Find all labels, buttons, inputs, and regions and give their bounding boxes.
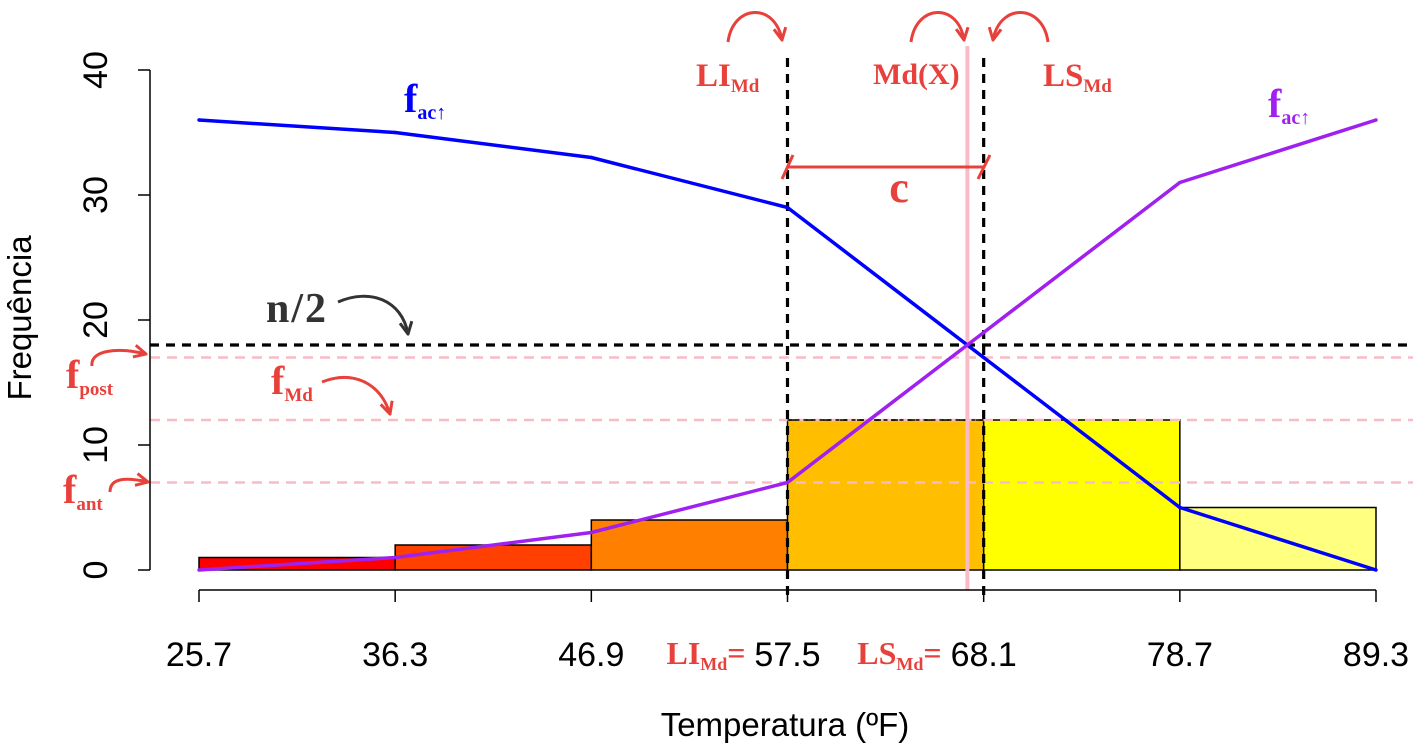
f-ant-label-sub: ant bbox=[76, 494, 103, 515]
x-tick-prefix-equals: = bbox=[923, 635, 941, 671]
ogive-point bbox=[785, 480, 790, 485]
ogive-point bbox=[785, 205, 790, 210]
ogive-point bbox=[197, 568, 201, 572]
decreasing-ogive-label-main: f bbox=[404, 76, 418, 121]
increasing-ogive-label-sub: ac↑ bbox=[1281, 107, 1310, 129]
f-ant-arrow bbox=[108, 479, 148, 493]
annotations: LIMd Md(X) LSMd fac↑ fac↑ c n/2 fpost fM… bbox=[63, 11, 1310, 515]
x-tick-prefix-main: LS bbox=[857, 635, 896, 671]
x-tick-label: 89.3 bbox=[1343, 636, 1409, 674]
histogram-bar-4 bbox=[786, 419, 985, 571]
ogive-point bbox=[981, 330, 986, 335]
li-md-arrow bbox=[726, 11, 782, 42]
ogive-point bbox=[981, 355, 986, 360]
ogive-point bbox=[1374, 118, 1378, 122]
median-label: Md(X) bbox=[873, 58, 960, 91]
f-md-label: fMd bbox=[271, 358, 313, 406]
x-axis-title: Temperatura (ºF) bbox=[661, 706, 910, 743]
y-tick-label: 10 bbox=[77, 426, 115, 464]
ls-md-label-sub: Md bbox=[1083, 76, 1112, 97]
ogive-point bbox=[393, 555, 397, 560]
ogive-point bbox=[1374, 568, 1378, 572]
x-tick-label: 46.9 bbox=[558, 636, 624, 674]
y-tick-label: 0 bbox=[77, 561, 115, 580]
x-tick-label: 68.1 bbox=[951, 636, 1017, 674]
y-tick-label: 40 bbox=[77, 51, 115, 89]
x-tick-label: 25.7 bbox=[166, 636, 232, 674]
li-md-label: LIMd bbox=[696, 58, 760, 97]
f-md-arrow bbox=[321, 376, 390, 414]
ls-md-label-main: LS bbox=[1043, 58, 1083, 94]
ls-md-arrow bbox=[993, 11, 1050, 42]
f-ant-label: fant bbox=[63, 467, 103, 515]
class-width-bracket-left-tick bbox=[780, 154, 795, 180]
f-post-label-sub: post bbox=[79, 379, 113, 400]
class-width-label: c bbox=[889, 163, 909, 212]
n-half-label: n/2 bbox=[266, 286, 328, 332]
ls-md-label: LSMd bbox=[1043, 58, 1112, 97]
ogive-point bbox=[1178, 180, 1182, 185]
x-tick-prefix-equals: = bbox=[727, 635, 745, 671]
increasing-ogive-label: fac↑ bbox=[1268, 81, 1310, 129]
histogram-bar-3 bbox=[590, 519, 789, 571]
f-post-label-main: f bbox=[66, 352, 80, 397]
decreasing-ogive-label: fac↑ bbox=[404, 76, 446, 124]
y-tick-label: 30 bbox=[77, 176, 115, 214]
decreasing-ogive-label-sub: ac↑ bbox=[417, 102, 446, 124]
ogive-point bbox=[197, 118, 201, 122]
x-tick-prefix: LSMd= bbox=[857, 635, 941, 674]
x-tick-label: 36.3 bbox=[362, 636, 428, 674]
f-ant-label-main: f bbox=[63, 467, 77, 512]
f-post-label: fpost bbox=[66, 352, 114, 400]
f-md-label-main: f bbox=[271, 358, 285, 403]
x-tick-prefix: LIMd= bbox=[666, 635, 745, 674]
ogive-point bbox=[1178, 505, 1182, 510]
ogive-point bbox=[589, 155, 594, 160]
y-axis-title: Frequência bbox=[1, 235, 38, 401]
li-md-label-sub: Md bbox=[731, 76, 760, 97]
f-post-arrow bbox=[90, 350, 146, 367]
n-half-arrow bbox=[337, 294, 408, 334]
increasing-ogive-label-main: f bbox=[1268, 81, 1282, 126]
x-tick-label: 57.5 bbox=[754, 636, 820, 674]
x-tick-prefix-sub: Md bbox=[700, 654, 727, 674]
y-tick-label: 20 bbox=[77, 301, 115, 339]
x-tick-label: 78.7 bbox=[1147, 636, 1213, 674]
histogram-bar-2 bbox=[394, 544, 593, 571]
ogive-point bbox=[393, 130, 397, 135]
f-md-label-sub: Md bbox=[284, 385, 313, 406]
li-md-label-main: LI bbox=[696, 58, 731, 94]
median-arrow bbox=[909, 11, 964, 42]
x-tick-prefix-main: LI bbox=[666, 635, 700, 671]
x-tick-prefix-sub: Md bbox=[896, 654, 923, 674]
histogram-bar-5 bbox=[982, 419, 1181, 571]
ogive-point bbox=[589, 530, 594, 535]
class-width-bracket-right-tick bbox=[976, 154, 992, 180]
